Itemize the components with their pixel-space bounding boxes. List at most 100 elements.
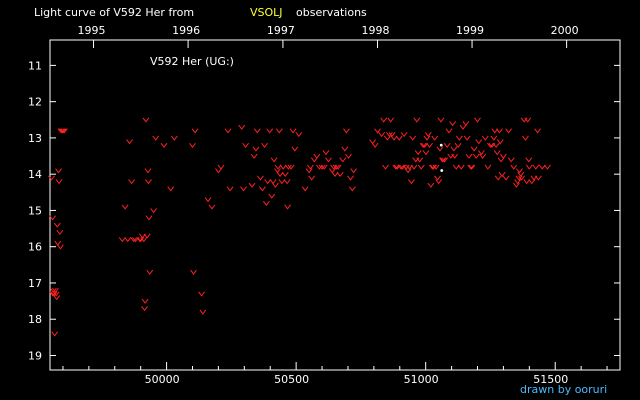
data-point xyxy=(525,157,533,163)
data-point xyxy=(51,331,59,337)
data-point xyxy=(204,197,212,203)
data-point xyxy=(419,142,427,148)
data-point xyxy=(305,168,313,174)
year-tick-label: 1996 xyxy=(172,24,200,37)
data-point xyxy=(215,168,222,174)
y-tick-label: 16 xyxy=(28,241,42,254)
data-point xyxy=(468,164,476,170)
data-point xyxy=(410,164,418,170)
data-point xyxy=(492,142,500,148)
data-point xyxy=(498,171,506,178)
data-point xyxy=(301,186,309,192)
data-point xyxy=(275,128,283,134)
data-point xyxy=(57,128,65,134)
y-tick-label: 14 xyxy=(28,168,42,181)
data-point xyxy=(55,179,63,185)
chart-title-source: VSOLJ xyxy=(250,6,283,19)
data-point xyxy=(272,182,279,188)
data-point xyxy=(479,153,487,159)
chart-title-prefix: Light curve of V592 Her from xyxy=(34,6,194,19)
data-point xyxy=(336,171,344,178)
data-point xyxy=(422,150,430,156)
data-point xyxy=(475,139,483,145)
data-point xyxy=(465,153,473,159)
data-point xyxy=(313,153,321,159)
data-point xyxy=(405,164,413,170)
y-tick-label: 11 xyxy=(28,59,42,72)
data-point xyxy=(191,128,199,134)
data-point xyxy=(374,128,381,134)
data-point-highlight xyxy=(440,169,444,172)
data-point xyxy=(534,175,542,181)
data-point xyxy=(150,208,158,214)
data-point xyxy=(242,142,250,148)
credit-label: drawn by ooruri xyxy=(520,383,607,396)
x-tick-label: 50500 xyxy=(274,373,309,386)
data-point xyxy=(268,193,276,199)
data-point xyxy=(470,146,478,152)
data-point xyxy=(253,128,261,134)
chart-title-suffix: observations xyxy=(296,6,367,19)
data-point xyxy=(48,175,55,181)
data-point xyxy=(522,135,529,141)
data-point xyxy=(494,175,502,181)
data-point xyxy=(434,175,441,181)
data-point xyxy=(390,135,398,141)
data-point xyxy=(56,229,64,236)
data-point xyxy=(380,117,388,123)
data-point xyxy=(497,157,505,163)
data-point xyxy=(310,157,318,163)
data-point xyxy=(507,157,515,163)
data-point xyxy=(472,153,480,159)
data-point xyxy=(538,164,546,170)
data-point xyxy=(190,269,197,275)
year-tick-label: 1997 xyxy=(267,24,295,37)
data-point xyxy=(306,164,314,170)
data-point xyxy=(437,117,445,123)
data-point xyxy=(331,171,339,178)
data-point xyxy=(189,142,196,148)
data-point xyxy=(141,306,148,312)
y-tick-label: 12 xyxy=(28,96,42,109)
data-point xyxy=(395,135,403,141)
data-point xyxy=(426,142,433,148)
data-point xyxy=(463,135,471,141)
data-point xyxy=(348,186,356,192)
data-point xyxy=(416,157,424,163)
data-point xyxy=(493,150,501,156)
data-point xyxy=(226,186,234,192)
data-point xyxy=(423,135,431,141)
data-point xyxy=(339,157,347,163)
data-point xyxy=(392,164,400,170)
data-point xyxy=(322,150,330,156)
data-point-highlight xyxy=(439,143,443,147)
data-point xyxy=(295,131,303,138)
data-point xyxy=(320,164,328,170)
data-point xyxy=(544,164,551,170)
data-point xyxy=(382,164,389,170)
x-tick-label: 50000 xyxy=(145,373,180,386)
data-point xyxy=(449,121,457,127)
data-point xyxy=(160,142,168,148)
year-tick-label: 1995 xyxy=(78,24,106,37)
data-point xyxy=(56,244,64,250)
data-point xyxy=(387,117,395,123)
data-point xyxy=(252,146,260,152)
year-tick-label: 2000 xyxy=(551,24,579,37)
data-point xyxy=(474,117,481,123)
data-point xyxy=(459,124,467,130)
data-point xyxy=(55,168,62,174)
data-point xyxy=(430,164,437,170)
data-point xyxy=(334,164,342,170)
data-points xyxy=(48,117,551,337)
data-point xyxy=(524,117,532,123)
data-point xyxy=(130,237,138,243)
y-tick-label: 15 xyxy=(28,204,42,217)
data-point xyxy=(496,128,503,134)
data-point xyxy=(224,128,232,134)
data-point xyxy=(52,287,59,294)
data-point xyxy=(291,146,299,152)
data-point xyxy=(424,131,432,138)
data-point xyxy=(217,164,225,170)
data-point xyxy=(287,164,295,170)
